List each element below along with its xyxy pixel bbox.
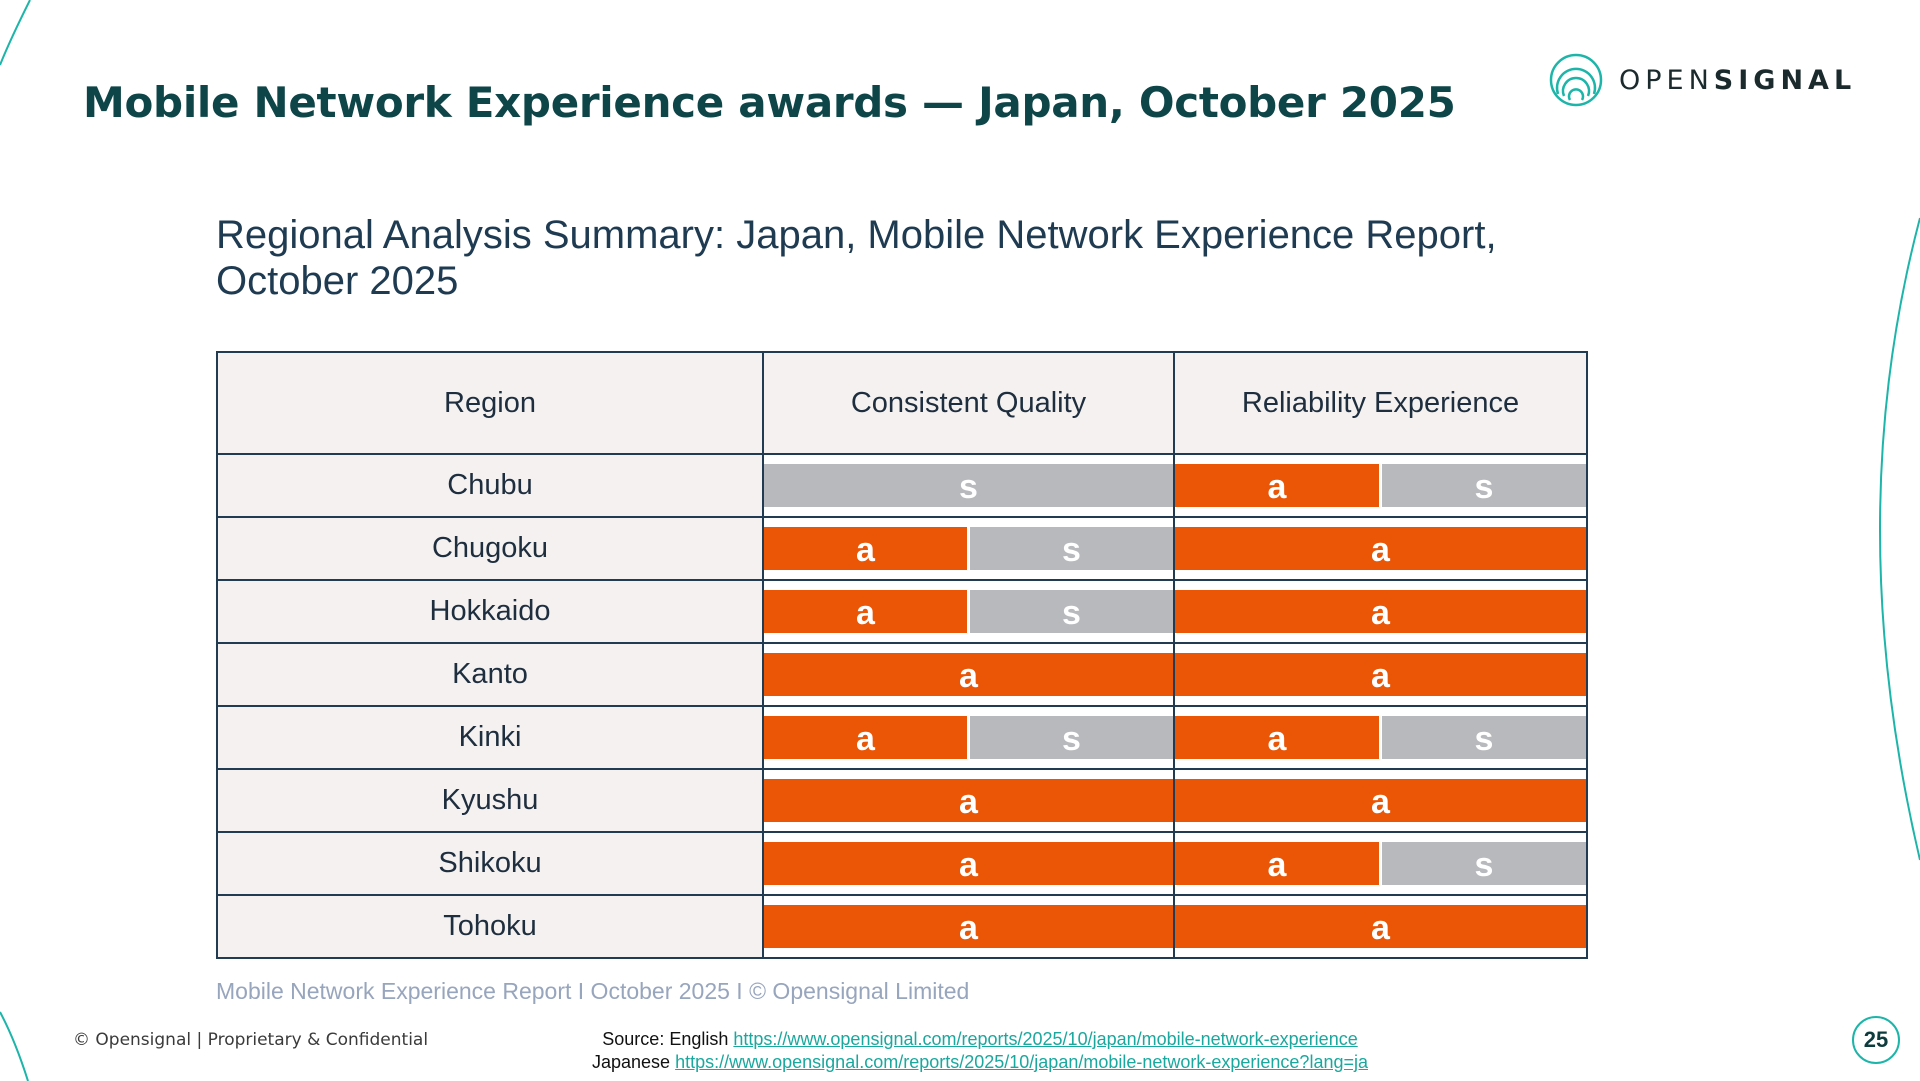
region-cell: Hokkaido [216,579,764,644]
source-line-english: Source: English https://www.opensignal.c… [540,1028,1420,1051]
award-badge: a [1175,527,1586,570]
table-row: Chugoku a s a [216,516,1588,581]
region-cell: Kinki [216,705,764,770]
reliability-experience-cell: a [1173,894,1588,959]
award-badge: a [764,905,1173,948]
reliability-experience-cell: a [1173,579,1588,644]
footer-copyright: © Opensignal | Proprietary & Confidentia… [73,1030,429,1050]
consistent-quality-cell: a [762,831,1175,896]
award-badge: a [764,590,967,633]
award-badge: s [967,590,1173,633]
source-label-japanese: Japanese [592,1052,671,1072]
opensignal-logo: OPENSIGNAL [1546,50,1856,110]
award-badge: a [764,842,1173,885]
source-links: Source: English https://www.opensignal.c… [540,1028,1420,1074]
award-group: a [1175,590,1586,633]
award-group: a [1175,653,1586,696]
opensignal-logo-icon [1549,53,1603,107]
award-badge: a [764,716,967,759]
opensignal-logo-text: OPENSIGNAL [1619,65,1856,96]
table-row: Shikoku a a s [216,831,1588,896]
region-cell: Chugoku [216,516,764,581]
award-group: a [1175,527,1586,570]
table-row: Kinki a s a s [216,705,1588,770]
region-cell: Chubu [216,453,764,518]
award-group: a [764,842,1173,885]
page-number: 25 [1852,1016,1900,1064]
region-cell: Kyushu [216,768,764,833]
reliability-experience-cell: a [1173,768,1588,833]
table-row: Kanto a a [216,642,1588,707]
consistent-quality-cell: s [762,453,1175,518]
source-link-japanese[interactable]: https://www.opensignal.com/reports/2025/… [675,1052,1368,1072]
slide-title: Mobile Network Experience awards — Japan… [83,78,1456,127]
award-badge: a [1175,590,1586,633]
award-badge: s [1379,464,1586,507]
award-badge: s [1379,716,1586,759]
award-group: a [1175,905,1586,948]
award-badge: a [764,779,1173,822]
table-caption: Mobile Network Experience Report I Octob… [216,978,970,1004]
award-group: a [764,905,1173,948]
award-group: s [764,464,1173,507]
table-row: Tohoku a a [216,894,1588,959]
region-cell: Kanto [216,642,764,707]
award-badge: a [1175,842,1379,885]
reliability-experience-cell: a [1173,642,1588,707]
region-cell: Shikoku [216,831,764,896]
award-badge: s [764,464,1173,507]
source-line-japanese: Japanese https://www.opensignal.com/repo… [540,1051,1420,1074]
consistent-quality-cell: a [762,768,1175,833]
column-header-region: Region [216,351,764,455]
table-row: Chubu s a s [216,453,1588,518]
column-header-consistent-quality: Consistent Quality [762,351,1175,455]
region-cell: Tohoku [216,894,764,959]
award-badge: a [1175,653,1586,696]
table-header-row: Region Consistent Quality Reliability Ex… [216,351,1588,455]
logo-text-open: OPEN [1619,64,1714,96]
award-badge: a [1175,905,1586,948]
award-group: a [1175,779,1586,822]
award-badge: a [1175,779,1586,822]
award-badge: s [967,527,1173,570]
award-badge: s [1379,842,1586,885]
table-row: Hokkaido a s a [216,579,1588,644]
award-group: a [764,653,1173,696]
column-header-reliability-experience: Reliability Experience [1173,351,1588,455]
table-row: Kyushu a a [216,768,1588,833]
regional-summary-table: Region Consistent Quality Reliability Ex… [216,351,1588,959]
award-badge: a [764,653,1173,696]
consistent-quality-cell: a [762,642,1175,707]
table-body: Chubu s a s Chugoku a s a Hokkaido a s a Kanto a a Kink… [216,453,1588,959]
award-badge: a [764,527,967,570]
source-link-english[interactable]: https://www.opensignal.com/reports/2025/… [733,1029,1358,1049]
award-badge: s [967,716,1173,759]
logo-text-signal: SIGNAL [1713,64,1857,96]
section-title: Regional Analysis Summary: Japan, Mobile… [216,213,1497,303]
award-badge: a [1175,716,1379,759]
reliability-experience-cell: a [1173,516,1588,581]
award-badge: a [1175,464,1379,507]
award-group: a [764,779,1173,822]
source-label-english: Source: English [602,1029,729,1049]
consistent-quality-cell: a [762,894,1175,959]
